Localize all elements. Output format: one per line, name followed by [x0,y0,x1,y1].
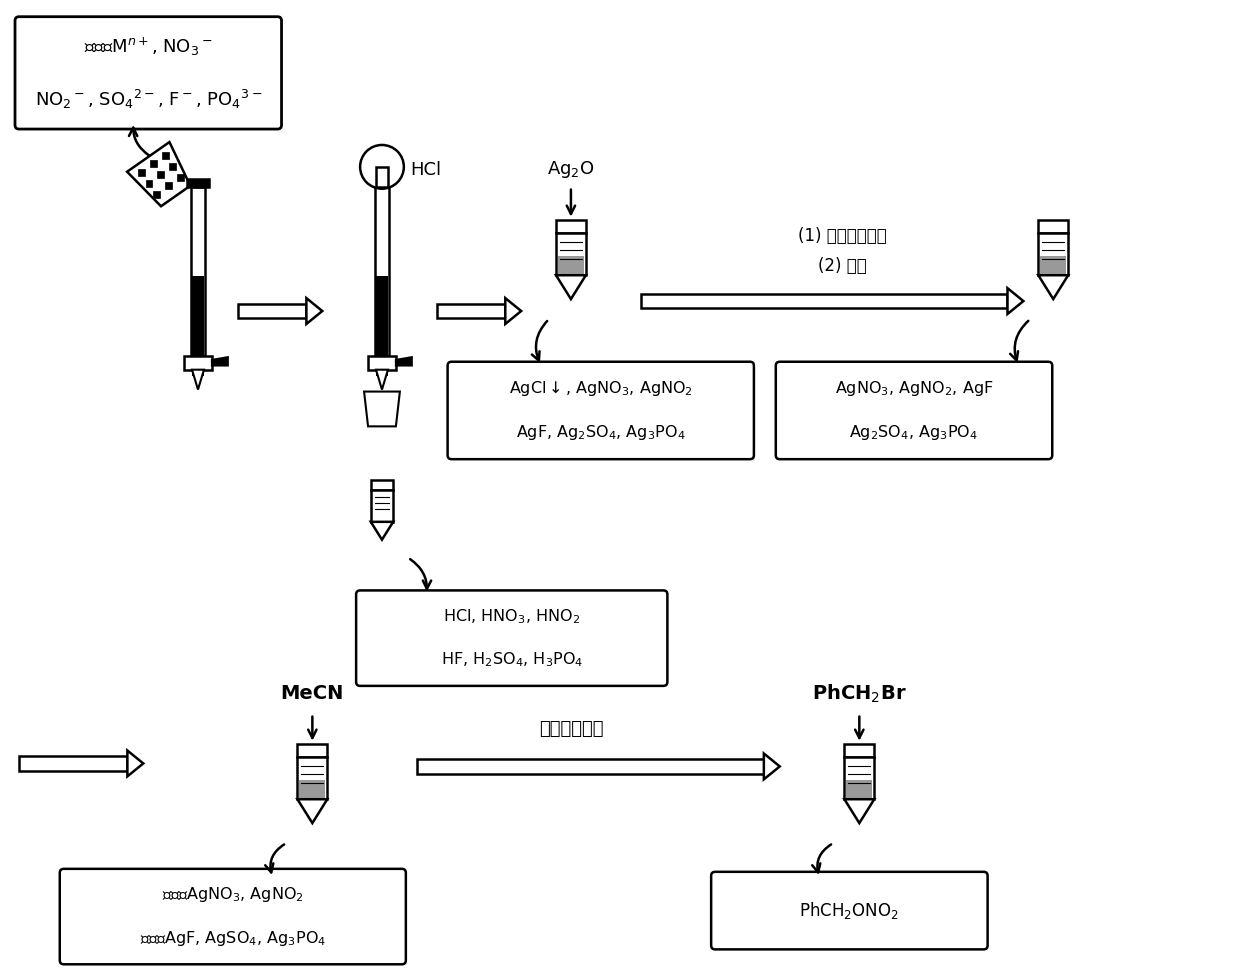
Polygon shape [764,754,780,779]
Bar [157,172,165,178]
Polygon shape [417,760,764,773]
Polygon shape [212,357,228,366]
Text: AgNO$_3$, AgNO$_2$, AgF: AgNO$_3$, AgNO$_2$, AgF [835,378,993,398]
Bar [169,163,176,171]
Bar [1038,233,1068,275]
Polygon shape [396,357,412,366]
Polygon shape [371,521,393,540]
FancyBboxPatch shape [356,590,667,686]
FancyBboxPatch shape [448,362,754,460]
Bar [368,356,396,369]
Polygon shape [306,298,322,324]
Bar [165,182,172,189]
Bar [558,257,584,275]
FancyBboxPatch shape [712,872,987,950]
Bar [191,187,205,356]
Bar [844,758,874,800]
Polygon shape [298,800,327,823]
Text: PhCH$_2$ONO$_2$: PhCH$_2$ONO$_2$ [800,900,899,921]
Bar [187,178,208,187]
Polygon shape [1038,275,1068,299]
Text: 样品：M$^{n+}$, NO$_3$$^-$: 样品：M$^{n+}$, NO$_3$$^-$ [84,35,212,58]
Polygon shape [1007,288,1023,314]
Bar [1038,220,1068,233]
Text: AgF, Ag$_2$SO$_4$, Ag$_3$PO$_4$: AgF, Ag$_2$SO$_4$, Ag$_3$PO$_4$ [516,423,686,442]
Bar [556,220,585,233]
Polygon shape [238,304,306,318]
Polygon shape [19,757,128,770]
Text: Ag$_2$O: Ag$_2$O [547,160,595,180]
FancyBboxPatch shape [776,362,1053,460]
Bar [371,480,393,491]
Polygon shape [128,751,144,776]
Bar [138,169,145,175]
FancyBboxPatch shape [60,869,405,964]
Bar [150,161,156,168]
Bar [374,187,389,356]
Bar [371,491,393,521]
Bar [844,744,874,758]
Text: (1) 离心除去沉淀: (1) 离心除去沉淀 [799,227,887,245]
Bar [154,191,160,198]
Polygon shape [556,275,585,299]
Bar [177,174,184,181]
Bar [161,152,169,159]
FancyBboxPatch shape [15,17,281,129]
Text: Ag$_2$SO$_4$, Ag$_3$PO$_4$: Ag$_2$SO$_4$, Ag$_3$PO$_4$ [849,423,978,442]
Text: (2) 冻干: (2) 冻干 [818,258,867,275]
Bar [376,276,388,375]
Text: HCl: HCl [410,161,441,178]
Polygon shape [641,294,1007,308]
Bar [1040,257,1066,275]
Polygon shape [436,304,505,318]
Text: PhCH$_2$Br: PhCH$_2$Br [812,683,906,705]
Polygon shape [505,298,521,324]
Text: 溶解：AgNO$_3$, AgNO$_2$: 溶解：AgNO$_3$, AgNO$_2$ [162,885,304,905]
Polygon shape [844,800,874,823]
Circle shape [360,145,404,189]
Bar [847,780,872,800]
Polygon shape [376,369,388,390]
Bar [556,233,585,275]
Text: NO$_2$$^-$, SO$_4$$^{2-}$, F$^-$, PO$_4$$^{3-}$: NO$_2$$^-$, SO$_4$$^{2-}$, F$^-$, PO$_4$… [35,87,262,111]
Text: HF, H$_2$SO$_4$, H$_3$PO$_4$: HF, H$_2$SO$_4$, H$_3$PO$_4$ [440,651,583,669]
Bar [298,744,327,758]
Bar [184,356,212,369]
Bar [376,167,388,187]
Text: HCl, HNO$_3$, HNO$_2$: HCl, HNO$_3$, HNO$_2$ [443,607,580,625]
Polygon shape [192,369,203,390]
Text: MeCN: MeCN [280,684,343,704]
Text: AgCl$\downarrow$, AgNO$_3$, AgNO$_2$: AgCl$\downarrow$, AgNO$_3$, AgNO$_2$ [508,378,693,398]
Bar [145,179,153,186]
Polygon shape [126,142,190,206]
Bar [192,276,203,375]
Text: 不溶：AgF, AgSO$_4$, Ag$_3$PO$_4$: 不溶：AgF, AgSO$_4$, Ag$_3$PO$_4$ [140,929,326,948]
Polygon shape [365,392,399,426]
Bar [299,780,325,800]
Text: 离心除去沉淀: 离心除去沉淀 [538,719,603,738]
Bar [298,758,327,800]
